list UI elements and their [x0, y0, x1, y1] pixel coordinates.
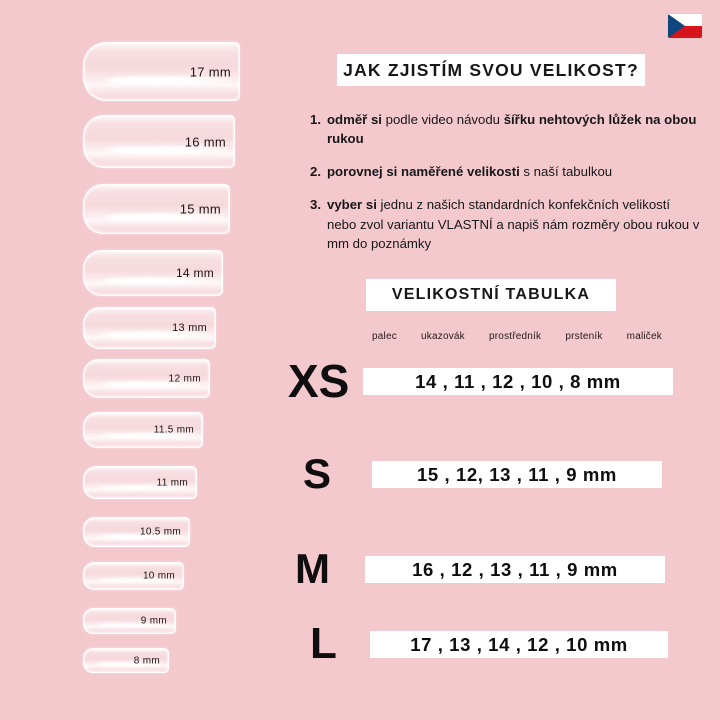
nail-tip-size-label: 10.5 mm — [139, 526, 181, 538]
nail-tip-size-label: 16 mm — [184, 134, 226, 149]
instruction-step-number: 2. — [310, 164, 321, 180]
size-label-xs: XS — [288, 355, 350, 407]
instruction-step-text: odměř si podle video návodu šířku nehtov… — [327, 112, 697, 147]
size-table-title: VELIKOSTNÍ TABULKA — [391, 286, 591, 303]
instruction-step-text: porovnej si naměřené velikosti s naší ta… — [327, 164, 613, 180]
info-column: JAK ZJISTÍM SVOU VELIKOST? 1. odměř si po… — [290, 0, 720, 720]
czech-flag-icon — [668, 14, 702, 38]
nail-tip-sample: 9 mm — [83, 608, 176, 634]
nail-tip-sample: 11.5 mm — [83, 412, 203, 448]
nail-tip-size-label: 17 mm — [189, 64, 231, 79]
instructions-list: 1. odměř si podle video návodu šířku neht… — [310, 110, 700, 267]
nail-tip-sample: 16 mm — [83, 115, 235, 168]
size-values-bar-l: 17 , 13 , 14 , 12 , 10 mm — [370, 631, 668, 658]
nail-tip-size-label: 11 mm — [156, 477, 188, 488]
nail-tip-sample: 13 mm — [83, 307, 216, 349]
nail-tip-size-label: 15 mm — [179, 201, 221, 217]
size-table-banner: VELIKOSTNÍ TABULKA — [366, 279, 616, 311]
nail-tip-sample: 12 mm — [83, 359, 210, 398]
nail-tip-sample: 14 mm — [83, 250, 223, 296]
nail-tip-size-label: 9 mm — [140, 615, 167, 627]
nail-tip-sample: 17 mm — [83, 42, 240, 101]
nail-tip-size-label: 11.5 mm — [153, 424, 194, 436]
nail-tip-size-label: 8 mm — [133, 655, 160, 666]
page-title: JAK ZJISTÍM SVOU VELIKOST? — [343, 59, 639, 80]
instruction-step: 1. odměř si podle video návodu šířku neht… — [310, 110, 700, 148]
size-label-l: L — [310, 619, 337, 668]
nail-tip-sample: 8 mm — [83, 648, 169, 673]
size-label-m: M — [295, 545, 330, 592]
nail-tip-ruler: 17 mm 16 mm 15 mm 14 mm 13 mm 12 mm 11.5 mm 11 … — [0, 0, 290, 720]
instruction-step-number: 3. — [310, 197, 321, 213]
nail-tip-size-label: 14 mm — [175, 266, 214, 280]
size-values-s: 15 , 12, 13 , 11 , 9 mm — [417, 463, 617, 485]
finger-header-3: prsteník — [565, 331, 603, 342]
size-values-xs: 14 , 11 , 12 , 10 , 8 mm — [415, 370, 621, 392]
nail-tip-size-label: 12 mm — [168, 373, 201, 384]
nail-tip-size-label: 13 mm — [172, 322, 207, 334]
nail-tip-sample: 11 mm — [83, 466, 197, 499]
instruction-step: 3. vyber si jednu z našich standardních k… — [310, 195, 700, 252]
finger-header-0: palec — [372, 331, 397, 342]
nail-tip-sample: 10 mm — [83, 562, 184, 590]
nail-tip-sample: 15 mm — [83, 184, 230, 234]
instruction-step-number: 1. — [310, 112, 321, 127]
size-values-bar-s: 15 , 12, 13 , 11 , 9 mm — [372, 461, 662, 488]
size-values-l: 17 , 13 , 14 , 12 , 10 mm — [410, 633, 628, 655]
size-values-bar-m: 16 , 12 , 13 , 11 , 9 mm — [365, 556, 665, 583]
finger-header-2: prostředník — [489, 331, 542, 342]
instruction-step: 2. porovnej si naměřené velikosti s naší … — [310, 162, 700, 181]
nail-tip-sample: 10.5 mm — [83, 517, 190, 547]
finger-header-1: ukazovák — [421, 331, 465, 342]
size-values-bar-xs: 14 , 11 , 12 , 10 , 8 mm — [363, 368, 673, 395]
size-values-m: 16 , 12 , 13 , 11 , 9 mm — [412, 558, 618, 580]
finger-header-4: maliček — [626, 331, 662, 342]
instruction-step-text: vyber si jednu z našich standardních kon… — [327, 197, 700, 251]
size-label-s: S — [303, 450, 332, 497]
nail-tip-size-label: 10 mm — [142, 570, 175, 582]
finger-header-row: palec ukazovák prostředník prsteník maliček — [372, 331, 662, 342]
headline-banner: JAK ZJISTÍM SVOU VELIKOST? — [337, 54, 645, 86]
